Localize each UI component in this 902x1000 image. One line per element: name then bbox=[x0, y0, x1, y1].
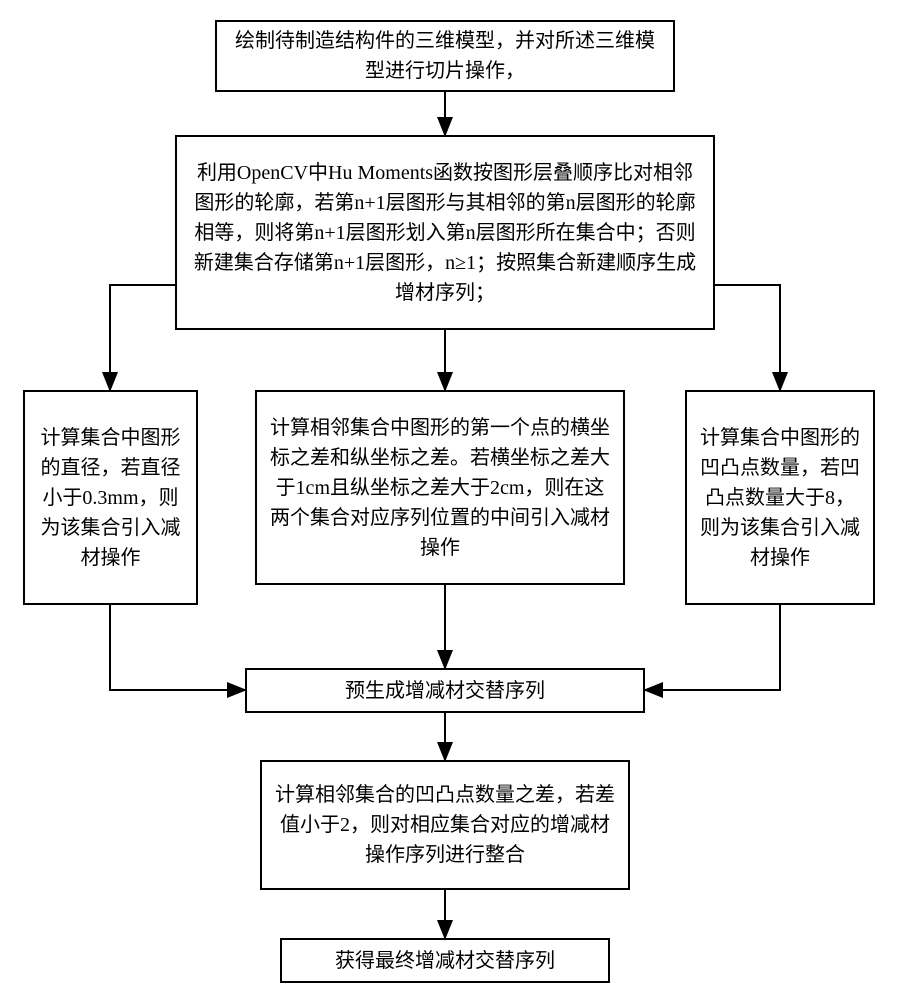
flow-edge bbox=[110, 285, 175, 390]
flow-node-5-text: 计算集合中图形的凹凸点数量，若凹凸点数量大于8，则为该集合引入减材操作 bbox=[699, 423, 861, 573]
flow-node-8: 获得最终增减材交替序列 bbox=[280, 938, 610, 983]
flow-node-1-text: 绘制待制造结构件的三维模型，并对所述三维模型进行切片操作， bbox=[229, 26, 661, 86]
flow-node-2-text: 利用OpenCV中Hu Moments函数按图形层叠顺序比对相邻图形的轮廓，若第… bbox=[189, 158, 701, 308]
flow-node-3-text: 计算集合中图形的直径，若直径小于0.3mm，则为该集合引入减材操作 bbox=[37, 423, 184, 573]
flow-edge bbox=[715, 285, 780, 390]
flow-node-3: 计算集合中图形的直径，若直径小于0.3mm，则为该集合引入减材操作 bbox=[23, 390, 198, 605]
flow-node-7-text: 计算相邻集合的凹凸点数量之差，若差值小于2，则对相应集合对应的增减材操作序列进行… bbox=[274, 780, 616, 870]
flow-node-6: 预生成增减材交替序列 bbox=[245, 668, 645, 713]
flow-edge bbox=[645, 605, 780, 690]
flow-node-6-text: 预生成增减材交替序列 bbox=[345, 676, 545, 706]
flow-edge bbox=[110, 605, 245, 690]
flow-node-1: 绘制待制造结构件的三维模型，并对所述三维模型进行切片操作， bbox=[215, 20, 675, 92]
flow-node-2: 利用OpenCV中Hu Moments函数按图形层叠顺序比对相邻图形的轮廓，若第… bbox=[175, 135, 715, 330]
flow-node-4: 计算相邻集合中图形的第一个点的横坐标之差和纵坐标之差。若横坐标之差大于1cm且纵… bbox=[255, 390, 625, 585]
flow-node-8-text: 获得最终增减材交替序列 bbox=[335, 946, 555, 976]
flow-node-5: 计算集合中图形的凹凸点数量，若凹凸点数量大于8，则为该集合引入减材操作 bbox=[685, 390, 875, 605]
flow-node-4-text: 计算相邻集合中图形的第一个点的横坐标之差和纵坐标之差。若横坐标之差大于1cm且纵… bbox=[269, 413, 611, 563]
flow-node-7: 计算相邻集合的凹凸点数量之差，若差值小于2，则对相应集合对应的增减材操作序列进行… bbox=[260, 760, 630, 890]
